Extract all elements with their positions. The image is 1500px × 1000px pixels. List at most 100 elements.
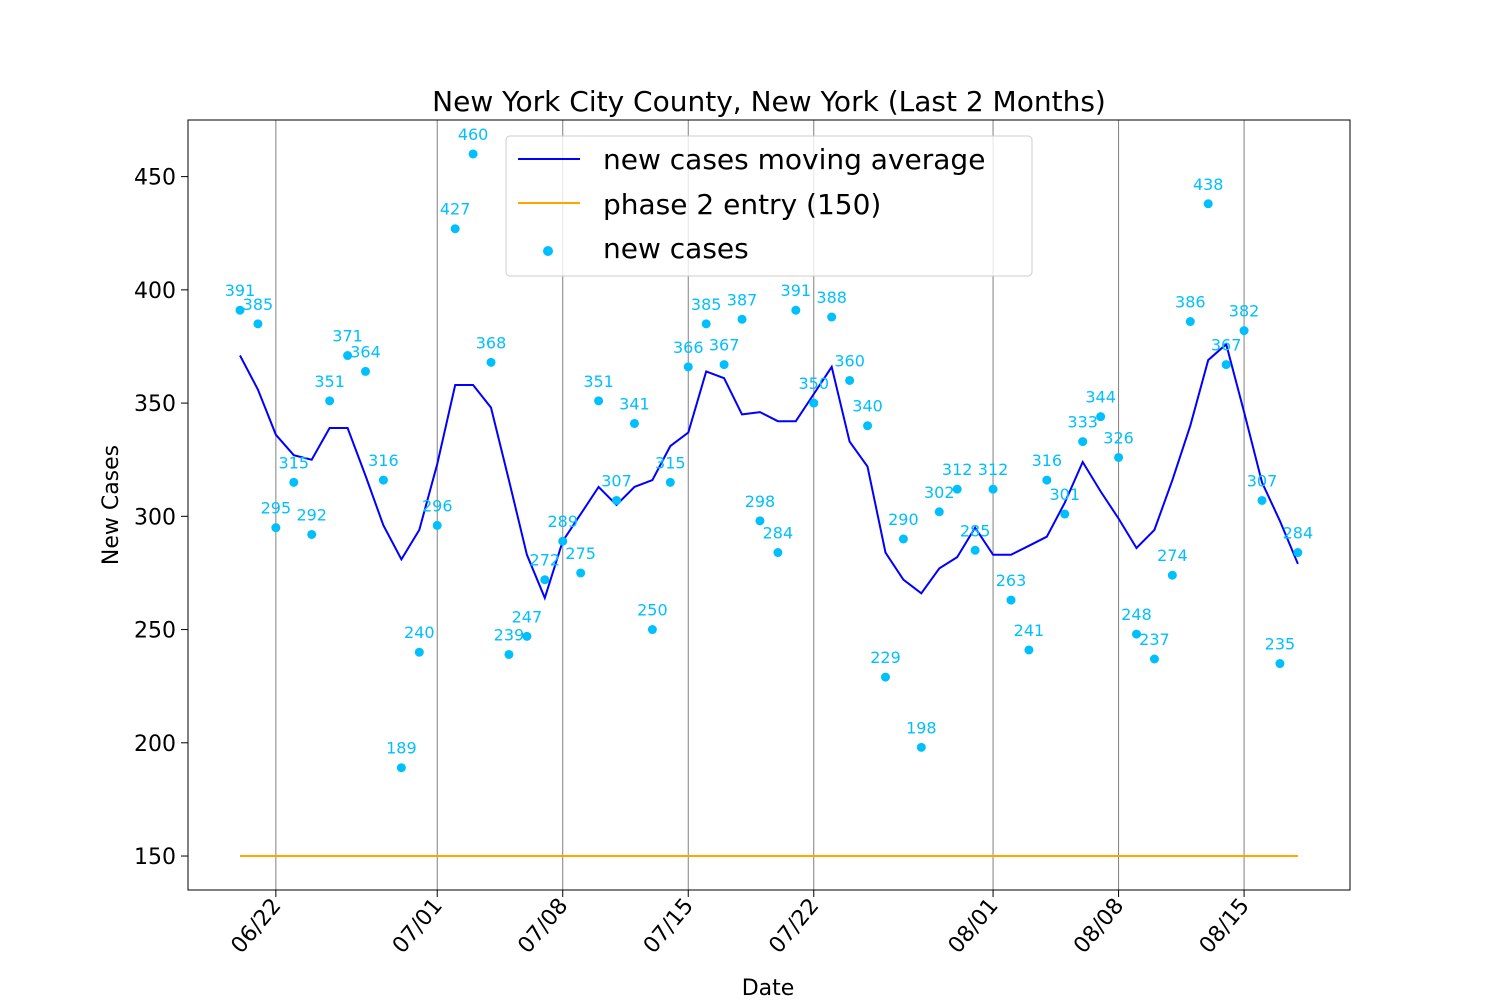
new-cases-data-label: 302 [924, 483, 955, 502]
new-cases-point [1221, 360, 1231, 370]
x-tick-label: 08/01 [944, 894, 1004, 959]
new-cases-data-label: 272 [530, 551, 561, 570]
new-cases-data-label: 460 [458, 125, 489, 144]
new-cases-data-label: 298 [745, 492, 776, 511]
new-cases-point [289, 477, 299, 487]
new-cases-data-label: 340 [852, 397, 883, 416]
new-cases-point [737, 314, 747, 324]
new-cases-data-label: 315 [279, 453, 310, 472]
new-cases-point [1024, 645, 1034, 655]
new-cases-point [325, 396, 335, 406]
new-cases-data-label: 360 [834, 351, 865, 370]
legend-label-phase-2: phase 2 entry (150) [603, 188, 881, 221]
new-cases-point [486, 357, 496, 367]
new-cases-data-label: 387 [727, 290, 758, 309]
new-cases-point [791, 305, 801, 315]
new-cases-data-label: 285 [960, 521, 991, 540]
new-cases-point [594, 396, 604, 406]
new-cases-point [1257, 495, 1267, 505]
new-cases-point [1275, 659, 1285, 669]
new-cases-data-label: 275 [565, 544, 596, 563]
new-cases-data-label: 241 [1014, 621, 1045, 640]
new-cases-data-label: 312 [978, 460, 1009, 479]
new-cases-point [1149, 654, 1159, 664]
moving-average-line [239, 342, 1299, 601]
new-cases-point [271, 523, 281, 533]
new-cases-data-label: 316 [1032, 451, 1063, 470]
new-cases-point [540, 575, 550, 585]
new-cases-data-label: 366 [673, 338, 704, 357]
new-cases-point [1078, 437, 1088, 447]
new-cases-data-label: 427 [440, 200, 471, 219]
y-tick-label: 350 [134, 392, 176, 417]
new-cases-point [898, 534, 908, 544]
new-cases-point [629, 418, 639, 428]
new-cases-point [827, 312, 837, 322]
new-cases-data-label: 315 [655, 453, 686, 472]
new-cases-point [612, 495, 622, 505]
y-axis: 150 200 250 300 350 400 450 [134, 166, 188, 870]
new-cases-data-label: 248 [1121, 605, 1152, 624]
new-cases-point [1006, 595, 1016, 605]
new-cases-data-label: 316 [368, 451, 399, 470]
new-cases-data-label: 438 [1193, 175, 1224, 194]
new-cases-point [934, 507, 944, 517]
new-cases-data-label: 344 [1085, 388, 1116, 407]
x-tick-label: 08/08 [1069, 894, 1129, 959]
new-cases-point [378, 475, 388, 485]
new-cases-data-label: 341 [619, 394, 650, 413]
new-cases-data-label: 385 [691, 295, 722, 314]
new-cases-data-label: 292 [296, 505, 327, 524]
new-cases-data-label: 247 [512, 607, 543, 626]
new-cases-point [343, 351, 353, 361]
new-cases-point [845, 375, 855, 385]
new-cases-point [253, 319, 263, 329]
new-cases-point [647, 625, 657, 635]
series-layer [235, 149, 1303, 857]
new-cases-data-label: 284 [1283, 524, 1314, 543]
new-cases-data-label: 290 [888, 510, 919, 529]
new-cases-data-label: 237 [1139, 630, 1170, 649]
new-cases-data-label: 391 [781, 281, 812, 300]
new-cases-data-label: 367 [709, 336, 740, 355]
new-cases-data-label: 312 [942, 460, 973, 479]
new-cases-point [665, 477, 675, 487]
new-cases-point [970, 545, 980, 555]
plot-area-frame [187, 119, 1351, 891]
new-cases-point [683, 362, 693, 372]
new-cases-point [1060, 509, 1070, 519]
new-cases-point [396, 763, 406, 773]
new-cases-point [1096, 412, 1106, 422]
new-cases-data-label: 350 [798, 374, 829, 393]
legend: new cases moving average phase 2 entry (… [505, 135, 1033, 277]
new-cases-point [432, 520, 442, 530]
new-cases-data-label: 301 [1050, 485, 1081, 504]
new-cases-data-label: 274 [1157, 546, 1188, 565]
new-cases-data-label: 385 [243, 295, 274, 314]
new-cases-data-label: 296 [422, 496, 453, 515]
new-cases-data-label: 263 [996, 571, 1027, 590]
new-cases-data-label: 240 [404, 623, 435, 642]
x-tick-label: 08/15 [1195, 894, 1255, 959]
new-cases-point [1042, 475, 1052, 485]
y-tick-label: 150 [134, 845, 176, 870]
x-tick-label: 07/01 [388, 894, 448, 959]
new-cases-point [1203, 199, 1213, 209]
new-cases-data-label: 391 [225, 281, 256, 300]
labels-layer: 3913852953152923513713643161892402964274… [225, 125, 1313, 758]
new-cases-point [701, 319, 711, 329]
new-cases-point [1239, 326, 1249, 336]
new-cases-point [235, 305, 245, 315]
new-cases-point [755, 516, 765, 526]
new-cases-data-label: 371 [332, 327, 363, 346]
y-tick-label: 450 [134, 166, 176, 191]
new-cases-data-label: 284 [763, 524, 794, 543]
new-cases-point [1132, 629, 1141, 639]
new-cases-point [414, 647, 424, 657]
new-cases-data-label: 307 [601, 471, 632, 490]
new-cases-data-label: 386 [1175, 293, 1206, 312]
new-cases-point [1293, 548, 1303, 558]
x-tick-label: 06/22 [227, 894, 287, 959]
new-cases-point [773, 548, 783, 558]
